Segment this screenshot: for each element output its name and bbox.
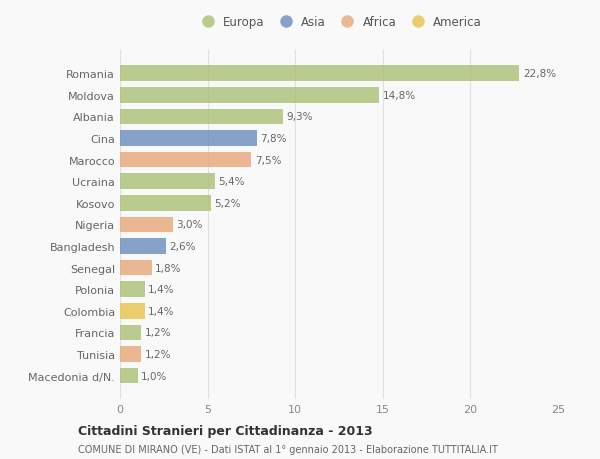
- Text: 1,2%: 1,2%: [145, 328, 171, 338]
- Text: 7,5%: 7,5%: [255, 155, 281, 165]
- Bar: [120, 303, 145, 319]
- Text: 9,3%: 9,3%: [286, 112, 313, 122]
- Text: 5,2%: 5,2%: [215, 198, 241, 208]
- Bar: [120, 368, 137, 383]
- Bar: [120, 174, 215, 190]
- Text: Cittadini Stranieri per Cittadinanza - 2013: Cittadini Stranieri per Cittadinanza - 2…: [78, 424, 373, 437]
- Text: 1,2%: 1,2%: [145, 349, 171, 359]
- Text: 5,4%: 5,4%: [218, 177, 245, 187]
- Bar: [120, 347, 141, 362]
- Text: 14,8%: 14,8%: [383, 91, 416, 101]
- Bar: [120, 217, 173, 233]
- Bar: [120, 67, 520, 82]
- Text: 1,4%: 1,4%: [148, 285, 175, 295]
- Text: COMUNE DI MIRANO (VE) - Dati ISTAT al 1° gennaio 2013 - Elaborazione TUTTITALIA.: COMUNE DI MIRANO (VE) - Dati ISTAT al 1°…: [78, 444, 498, 454]
- Text: 3,0%: 3,0%: [176, 220, 202, 230]
- Text: 2,6%: 2,6%: [169, 241, 196, 252]
- Bar: [120, 131, 257, 146]
- Legend: Europa, Asia, Africa, America: Europa, Asia, Africa, America: [196, 16, 482, 29]
- Text: 1,8%: 1,8%: [155, 263, 182, 273]
- Bar: [120, 282, 145, 297]
- Bar: [120, 88, 379, 103]
- Text: 7,8%: 7,8%: [260, 134, 287, 144]
- Text: 22,8%: 22,8%: [523, 69, 556, 79]
- Text: 1,4%: 1,4%: [148, 306, 175, 316]
- Bar: [120, 239, 166, 254]
- Bar: [120, 260, 152, 276]
- Bar: [120, 196, 211, 211]
- Text: 1,0%: 1,0%: [141, 371, 167, 381]
- Bar: [120, 152, 251, 168]
- Bar: [120, 325, 141, 341]
- Bar: [120, 109, 283, 125]
